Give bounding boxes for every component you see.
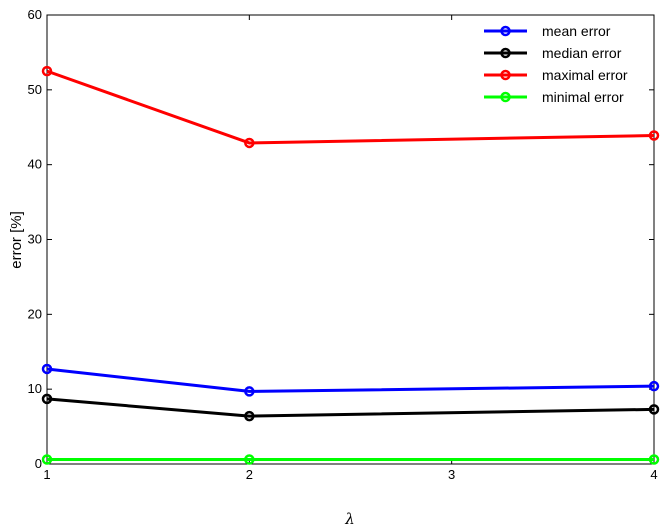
- data-point-median-error: [244, 410, 255, 422]
- data-point-minimal-error: [648, 454, 660, 465]
- data-point-median-error: [648, 404, 660, 415]
- series-median-error: [41, 393, 660, 422]
- y-tick-label: 60: [28, 7, 42, 22]
- legend-entry-maximal-error: maximal error: [484, 67, 628, 83]
- legend-entry-mean-error: mean error: [484, 23, 611, 39]
- y-axis-label: error [%]: [8, 211, 25, 269]
- data-point-maximal-error: [41, 65, 53, 77]
- legend-swatch-marker: [500, 25, 511, 37]
- data-point-minimal-error: [41, 454, 53, 465]
- series-line-median-error: [46, 397, 655, 418]
- x-tick-label: 4: [650, 467, 657, 482]
- y-tick-label: 40: [28, 157, 42, 172]
- y-tick-label: 50: [28, 82, 42, 97]
- legend-label: minimal error: [542, 89, 624, 105]
- series-mean-error: [41, 363, 660, 397]
- x-tick-label: 3: [448, 467, 455, 482]
- legend-label: mean error: [542, 23, 611, 39]
- data-point-mean-error: [648, 380, 660, 392]
- series-maximal-error: [41, 65, 660, 149]
- x-axis-label: λ: [344, 510, 355, 528]
- legend-swatch-marker: [500, 69, 511, 81]
- x-tick-label: 2: [246, 467, 253, 482]
- data-point-minimal-error: [244, 454, 255, 465]
- y-tick-label: 30: [28, 232, 42, 247]
- legend-label: maximal error: [542, 67, 628, 83]
- series-line-mean-error: [46, 367, 655, 393]
- data-point-maximal-error: [648, 130, 660, 141]
- x-tick-label: 1: [43, 467, 50, 482]
- series-line-maximal-error: [46, 69, 655, 145]
- data-point-mean-error: [41, 363, 53, 375]
- data-point-mean-error: [244, 386, 255, 397]
- legend-swatch-marker: [500, 47, 511, 59]
- legend-label: median error: [542, 45, 622, 61]
- legend-entry-minimal-error: minimal error: [484, 89, 624, 105]
- y-tick-label: 10: [28, 381, 42, 396]
- y-tick-label: 0: [35, 456, 42, 471]
- legend-swatch-marker: [500, 91, 511, 103]
- legend-entry-median-error: median error: [484, 45, 622, 61]
- legend: mean error median error maximal error minim…: [484, 23, 628, 105]
- y-tick-label: 20: [28, 306, 42, 321]
- series-minimal-error: [41, 454, 660, 465]
- data-point-maximal-error: [244, 137, 255, 149]
- series-layer: [41, 65, 660, 465]
- data-point-median-error: [41, 393, 53, 405]
